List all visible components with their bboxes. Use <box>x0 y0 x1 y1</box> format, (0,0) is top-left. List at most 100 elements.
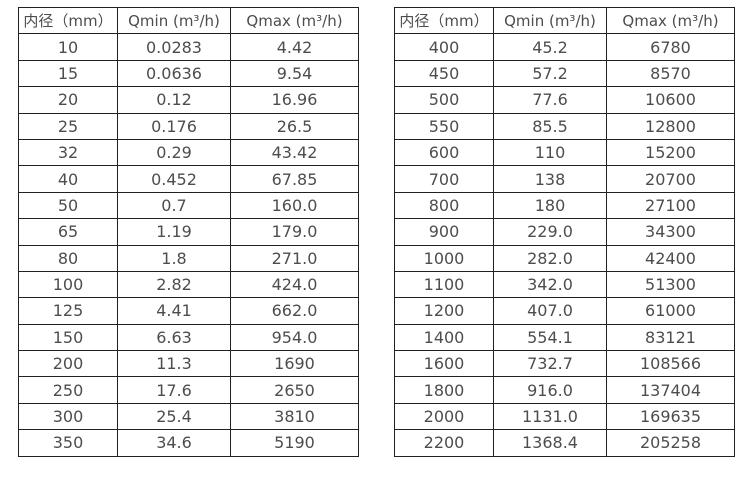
table-cell: 1368.4 <box>493 429 607 457</box>
table-cell: 6.63 <box>117 323 231 352</box>
table-cell: 12800 <box>606 112 735 140</box>
table-row: 900 229.0 34300 <box>394 218 735 246</box>
table-cell: 600 <box>394 138 494 167</box>
table-cell: 45.2 <box>493 33 607 61</box>
table-cell: 554.1 <box>493 323 607 352</box>
header-row: 内径（mm） Qmin (m³/h) Qmax (m³/h) <box>18 6 359 35</box>
table-cell: 342.0 <box>493 270 607 299</box>
table-row: 800 180 27100 <box>394 191 735 220</box>
table-cell: 80 <box>18 244 118 272</box>
table-cell: 1600 <box>394 350 494 378</box>
column-header: Qmax (m³/h) <box>230 6 359 35</box>
table-cell: 15 <box>18 59 118 88</box>
table-cell: 160.0 <box>230 191 359 220</box>
table-cell: 16.96 <box>230 86 359 114</box>
table-row: 450 57.2 8570 <box>394 59 735 88</box>
table-row: 300 25.4 3810 <box>18 402 359 431</box>
table-cell: 40 <box>18 165 118 193</box>
table-cell: 271.0 <box>230 244 359 272</box>
table-cell: 42400 <box>606 244 735 272</box>
table-cell: 1.8 <box>117 244 231 272</box>
table-row: 2200 1368.4 205258 <box>394 429 735 457</box>
table-cell: 17.6 <box>117 376 231 404</box>
table-cell: 5190 <box>230 429 359 457</box>
table-cell: 34.6 <box>117 429 231 457</box>
table-cell: 10 <box>18 33 118 61</box>
table-cell: 424.0 <box>230 270 359 299</box>
table-row: 15 0.0636 9.54 <box>18 59 359 88</box>
table-row: 32 0.29 43.42 <box>18 138 359 167</box>
table-row: 350 34.6 5190 <box>18 429 359 457</box>
table-row: 1100 342.0 51300 <box>394 270 735 299</box>
table-cell: 67.85 <box>230 165 359 193</box>
table-cell: 1400 <box>394 323 494 352</box>
table-cell: 83121 <box>606 323 735 352</box>
table-row: 1200 407.0 61000 <box>394 297 735 325</box>
table-cell: 1.19 <box>117 218 231 246</box>
table-cell: 0.7 <box>117 191 231 220</box>
table-cell: 0.176 <box>117 112 231 140</box>
table-cell: 732.7 <box>493 350 607 378</box>
table-row: 1000 282.0 42400 <box>394 244 735 272</box>
table-cell: 500 <box>394 86 494 114</box>
table-cell: 0.29 <box>117 138 231 167</box>
table-cell: 800 <box>394 191 494 220</box>
table-row: 25 0.176 26.5 <box>18 112 359 140</box>
table-cell: 0.0636 <box>117 59 231 88</box>
column-header: 内径（mm） <box>18 6 118 35</box>
header-row: 内径（mm） Qmin (m³/h) Qmax (m³/h) <box>394 6 735 35</box>
table-cell: 916.0 <box>493 376 607 404</box>
table-cell: 25.4 <box>117 402 231 431</box>
table-cell: 200 <box>18 350 118 378</box>
table-cell: 1131.0 <box>493 402 607 431</box>
table-row: 50 0.7 160.0 <box>18 191 359 220</box>
table-cell: 1100 <box>394 270 494 299</box>
table-cell: 1000 <box>394 244 494 272</box>
table-cell: 2.82 <box>117 270 231 299</box>
table-cell: 550 <box>394 112 494 140</box>
table-cell: 400 <box>394 33 494 61</box>
table-cell: 700 <box>394 165 494 193</box>
table-cell: 110 <box>493 138 607 167</box>
table-cell: 9.54 <box>230 59 359 88</box>
table-cell: 407.0 <box>493 297 607 325</box>
table-row: 2000 1131.0 169635 <box>394 402 735 431</box>
column-header: Qmin (m³/h) <box>493 6 607 35</box>
table-row: 700 138 20700 <box>394 165 735 193</box>
table-cell: 662.0 <box>230 297 359 325</box>
table-cell: 0.0283 <box>117 33 231 61</box>
table-cell: 8570 <box>606 59 735 88</box>
table-row: 550 85.5 12800 <box>394 112 735 140</box>
table-row: 200 11.3 1690 <box>18 350 359 378</box>
table-cell: 300 <box>18 402 118 431</box>
table-cell: 1690 <box>230 350 359 378</box>
table-row: 100 2.82 424.0 <box>18 270 359 299</box>
column-header: Qmin (m³/h) <box>117 6 231 35</box>
table-row: 1600 732.7 108566 <box>394 350 735 378</box>
table-cell: 3810 <box>230 402 359 431</box>
table-row: 125 4.41 662.0 <box>18 297 359 325</box>
table-cell: 61000 <box>606 297 735 325</box>
table-row: 10 0.0283 4.42 <box>18 33 359 61</box>
table-cell: 282.0 <box>493 244 607 272</box>
table-cell: 179.0 <box>230 218 359 246</box>
table-cell: 27100 <box>606 191 735 220</box>
table-row: 80 1.8 271.0 <box>18 244 359 272</box>
table-row: 150 6.63 954.0 <box>18 323 359 352</box>
table-cell: 0.12 <box>117 86 231 114</box>
table-cell: 51300 <box>606 270 735 299</box>
table-row: 40 0.452 67.85 <box>18 165 359 193</box>
table-cell: 50 <box>18 191 118 220</box>
table-cell: 1200 <box>394 297 494 325</box>
table-cell: 180 <box>493 191 607 220</box>
table-row: 65 1.19 179.0 <box>18 218 359 246</box>
table-cell: 4.41 <box>117 297 231 325</box>
table-cell: 65 <box>18 218 118 246</box>
flow-rate-table-small-diameters: 内径（mm） Qmin (m³/h) Qmax (m³/h) 10 0.0283 4.42… <box>18 6 359 457</box>
table-cell: 169635 <box>606 402 735 431</box>
table-cell: 954.0 <box>230 323 359 352</box>
table-cell: 138 <box>493 165 607 193</box>
table-cell: 32 <box>18 138 118 167</box>
table-cell: 25 <box>18 112 118 140</box>
